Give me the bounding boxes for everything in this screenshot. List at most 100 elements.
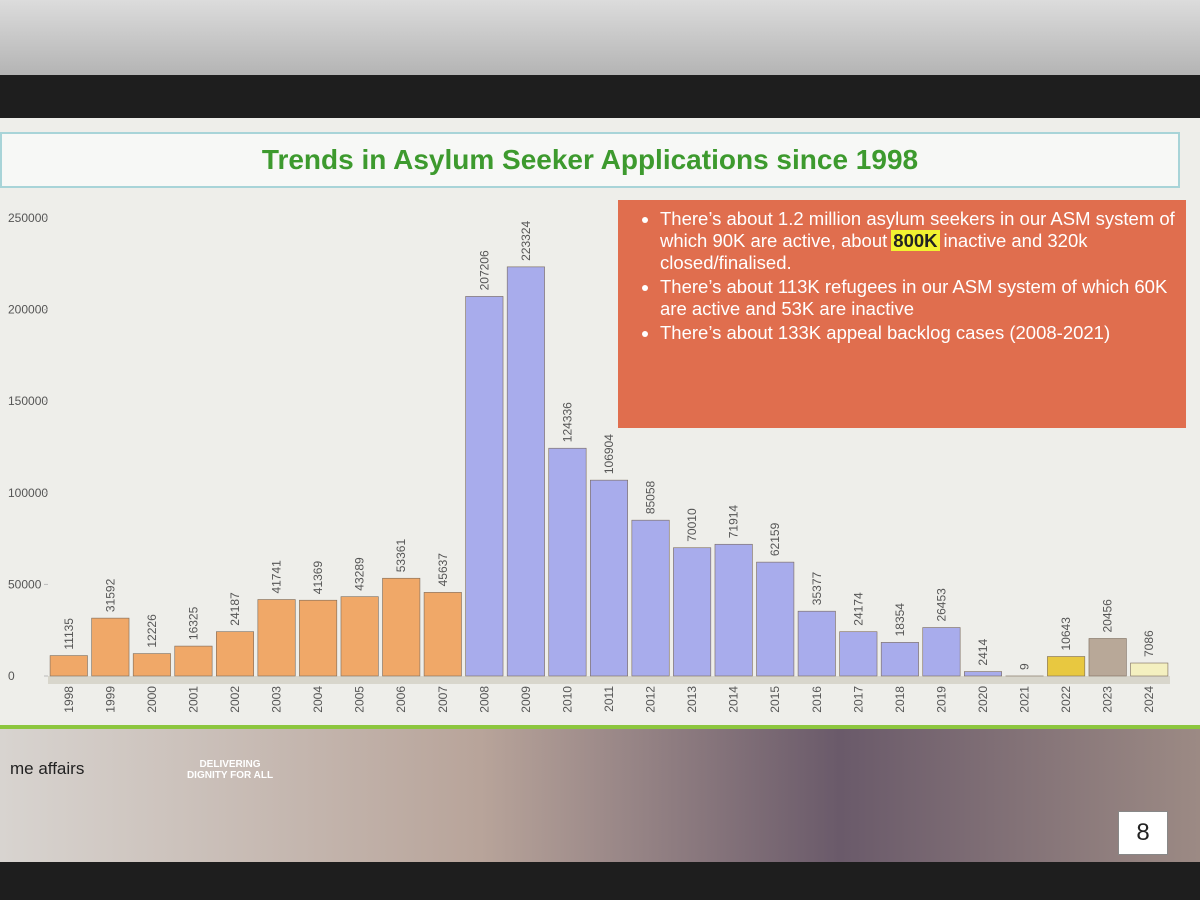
x-tick-label: 2004 xyxy=(311,686,325,713)
x-tick-label: 2015 xyxy=(768,686,782,713)
notes: There’s about 1.2 million asylum seekers… xyxy=(646,208,1176,344)
value-label: 24174 xyxy=(851,592,865,626)
value-label: 18354 xyxy=(893,603,907,637)
value-label: 43289 xyxy=(353,557,367,591)
bar xyxy=(714,543,753,677)
bar xyxy=(423,592,462,677)
callout: There’s about 1.2 million asylum seekers… xyxy=(618,200,1186,428)
x-tick-label: 2013 xyxy=(685,686,699,713)
value-label: 20456 xyxy=(1101,599,1115,633)
value-label: 53361 xyxy=(394,539,408,573)
value-label: 9 xyxy=(1018,663,1032,670)
y-tick-label: 100000 xyxy=(8,486,48,500)
x-tick-label: 2012 xyxy=(644,686,658,713)
value-label: 106904 xyxy=(602,434,616,474)
bar xyxy=(880,642,919,677)
bar xyxy=(506,266,545,677)
note-text: There’s about 113K refugees in our ASM s… xyxy=(660,276,1168,319)
bar xyxy=(1130,662,1169,677)
x-tick-label: 2017 xyxy=(851,686,865,713)
value-label: 124336 xyxy=(560,402,574,442)
x-tick-label: 1998 xyxy=(62,686,76,713)
bar xyxy=(673,547,712,677)
note-text: inactive and 320k closed/finalised. xyxy=(660,230,1088,273)
value-label: 41741 xyxy=(270,560,284,594)
value-label: 207206 xyxy=(477,250,491,290)
x-tick-label: 2010 xyxy=(560,686,574,713)
x-tick-label: 2019 xyxy=(934,686,948,713)
x-tick-label: 2009 xyxy=(519,686,533,713)
x-tick-label: 2005 xyxy=(353,686,367,713)
x-tick-label: 2008 xyxy=(477,686,491,713)
bar xyxy=(756,561,795,677)
x-tick-label: 2002 xyxy=(228,686,242,713)
x-tick-label: 2006 xyxy=(394,686,408,713)
bar xyxy=(963,671,1002,677)
bar xyxy=(91,617,130,677)
x-tick-label: 2021 xyxy=(1018,686,1032,713)
value-label: 2414 xyxy=(976,639,990,666)
bar xyxy=(49,655,88,677)
bar xyxy=(340,596,379,677)
bar xyxy=(548,447,587,677)
value-label: 70010 xyxy=(685,508,699,542)
note: There’s about 1.2 million asylum seekers… xyxy=(660,208,1176,274)
value-label: 16325 xyxy=(186,606,200,640)
value-label: 31592 xyxy=(103,578,117,612)
y-tick-label: 200000 xyxy=(8,303,48,317)
bar xyxy=(174,645,213,677)
y-tick-label: 250000 xyxy=(8,211,48,225)
y-tick-label: 50000 xyxy=(8,577,42,591)
value-label: 24187 xyxy=(228,592,242,626)
bar xyxy=(257,599,296,677)
value-label: 62159 xyxy=(768,522,782,556)
bar xyxy=(465,296,504,677)
motto: DELIVERING DIGNITY FOR ALL xyxy=(186,759,274,781)
note-text: There’s about 133K appeal backlog cases … xyxy=(660,322,1111,343)
x-tick-label: 2014 xyxy=(727,686,741,713)
bar xyxy=(299,599,338,677)
value-label: 35377 xyxy=(810,571,824,605)
bar xyxy=(839,631,878,677)
x-tick-label: 2020 xyxy=(976,686,990,713)
value-label: 71914 xyxy=(727,505,741,539)
x-tick-label: 2023 xyxy=(1101,686,1115,713)
note: There’s about 133K appeal backlog cases … xyxy=(660,322,1176,344)
value-label: 45637 xyxy=(436,553,450,587)
value-label: 85058 xyxy=(644,480,658,514)
bar xyxy=(631,519,670,677)
bar xyxy=(382,577,421,677)
x-tick-label: 2018 xyxy=(893,686,907,713)
note-text: There’s about 1.2 million asylum seekers… xyxy=(660,208,1175,251)
value-label: 41369 xyxy=(311,561,325,595)
note: There’s about 113K refugees in our ASM s… xyxy=(660,276,1176,320)
bar xyxy=(589,479,628,677)
x-tick-label: 2003 xyxy=(270,686,284,713)
x-tick-label: 2022 xyxy=(1059,686,1073,713)
wall xyxy=(0,0,1200,75)
x-tick-label: 2016 xyxy=(810,686,824,713)
x-tick-label: 2024 xyxy=(1142,686,1156,713)
bar xyxy=(922,627,961,677)
value-label: 10643 xyxy=(1059,617,1073,651)
chart-title: Trends in Asylum Seeker Applications sin… xyxy=(0,132,1180,188)
footer: me affairs DELIVERING DIGNITY FOR ALL 8 xyxy=(0,725,1200,862)
bar xyxy=(132,653,171,677)
bar xyxy=(216,631,255,677)
value-label: 7086 xyxy=(1142,630,1156,657)
x-tick-label: 2001 xyxy=(186,686,200,713)
value-label: 12226 xyxy=(145,614,159,648)
bar xyxy=(797,610,836,677)
x-tick-label: 2000 xyxy=(145,686,159,713)
y-tick-label: 150000 xyxy=(8,394,48,408)
x-tick-label: 1999 xyxy=(103,686,117,713)
page-number: 8 xyxy=(1118,811,1168,855)
brand: me affairs xyxy=(10,759,85,778)
value-label: 11135 xyxy=(62,618,76,650)
bar xyxy=(1088,638,1127,677)
x-tick-label: 2011 xyxy=(602,686,616,712)
x-tick-label: 2007 xyxy=(436,686,450,713)
value-label: 223324 xyxy=(519,221,533,261)
